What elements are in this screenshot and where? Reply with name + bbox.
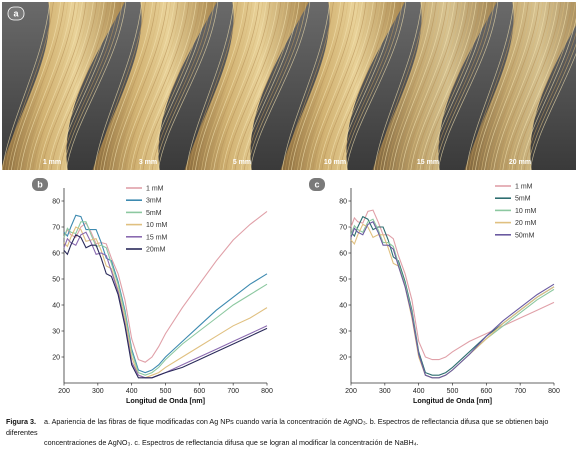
x-tick-label: 300: [379, 388, 391, 395]
y-tick-label: 40: [52, 302, 60, 309]
legend-label: 5mM: [515, 196, 531, 203]
bundle-label: 5 mm: [233, 159, 251, 166]
reflectance-chart-c: c 20 30 40 50 60 70 80 200 300 400 500 600 700 800 Long…: [309, 178, 560, 405]
figure-caption: Figura 3. a. Apariencia de las fibras de …: [6, 417, 574, 449]
bundle-label: 3 mm: [139, 159, 157, 166]
bundle-label: 10 mm: [324, 159, 346, 166]
series-line: [63, 226, 268, 379]
legend-label: 10 mM: [146, 222, 168, 229]
y-tick-label: 80: [339, 198, 347, 205]
y-tick-label: 40: [339, 302, 347, 309]
y-tick-label: 70: [52, 224, 60, 231]
fiber-bundle: [184, 2, 311, 170]
panel-a-badge: a: [7, 6, 25, 21]
fiber-bundle: [464, 2, 576, 170]
bundle-labels: 1 mm 3 mm 5 mm 10 mm 15 mm 20 mm: [43, 159, 531, 166]
x-tick-label: 800: [548, 388, 560, 395]
x-tick-label: 400: [413, 388, 425, 395]
series-line: [63, 221, 268, 376]
series-line: [63, 234, 268, 379]
y-tick-label: 80: [52, 198, 60, 205]
caption-line-2: concentraciones de AgNO₃. c. Espectros d…: [44, 438, 419, 447]
y-tick-label: 20: [52, 354, 60, 361]
series-line: [63, 214, 268, 374]
x-tick-label: 200: [345, 388, 357, 395]
x-tick-label: 200: [58, 388, 70, 395]
y-tick-label: 60: [339, 250, 347, 257]
fiber-bundle: [2, 2, 127, 170]
panel-badge: c: [309, 178, 325, 191]
legend: 1 mM 5mM 10 mM 20 mM 50mM: [495, 184, 537, 239]
series-line: [63, 210, 268, 363]
legend-label: 20mM: [146, 247, 166, 254]
x-axis-title: Longitud de Onda [nm]: [413, 396, 492, 405]
legend-label: 5mM: [146, 210, 162, 217]
bundle-label: 1 mm: [43, 159, 61, 166]
fiber-bundle: [280, 2, 407, 170]
legend-label: 1 mM: [146, 186, 164, 193]
legend-label: 10 mM: [515, 208, 537, 215]
panel-badge: b: [32, 178, 48, 191]
legend-label: 50mM: [515, 232, 535, 239]
x-tick-label: 300: [92, 388, 104, 395]
reflectance-chart-b: b 20 30 40 50 60 70 80 200 300 400 500 600 700 800 Long…: [32, 178, 273, 405]
legend-label: 3mM: [146, 198, 162, 205]
y-tick-label: 50: [52, 276, 60, 283]
series-line: [350, 209, 555, 361]
x-tick-label: 500: [447, 388, 459, 395]
legend-label: 15 mM: [146, 234, 168, 241]
series-line: [350, 223, 555, 379]
x-tick-label: 700: [514, 388, 526, 395]
y-tick-label: 30: [52, 328, 60, 335]
x-tick-label: 600: [480, 388, 492, 395]
figure-label: Figura 3.: [6, 417, 36, 426]
fiber-bundle: [372, 2, 499, 170]
x-axis-title: Longitud de Onda [nm]: [126, 396, 205, 405]
series-line: [350, 218, 555, 379]
legend-label: 1 mM: [515, 184, 533, 191]
series-line: [63, 231, 268, 379]
y-tick-label: 20: [339, 354, 347, 361]
bundle-label: 20 mm: [509, 159, 531, 166]
caption-line-1: a. Apariencia de las fibras de fique mod…: [6, 417, 549, 437]
x-tick-label: 400: [126, 388, 138, 395]
y-tick-label: 60: [52, 250, 60, 257]
panel-badge-label: c: [314, 180, 319, 190]
legend-label: 20 mM: [515, 220, 537, 227]
x-tick-label: 700: [227, 388, 239, 395]
x-tick-label: 800: [261, 388, 273, 395]
x-tick-label: 600: [193, 388, 205, 395]
fiber-photo: a 1 mm 3 mm 5 mm 10 mm 15 mm 20 mm: [2, 2, 576, 170]
series-line: [350, 221, 555, 379]
y-tick-label: 70: [339, 224, 347, 231]
bundle-label: 15 mm: [417, 159, 439, 166]
fiber-bundles: [2, 2, 576, 170]
x-tick-label: 500: [160, 388, 172, 395]
panel-badge-label: b: [37, 180, 43, 190]
y-tick-label: 30: [339, 328, 347, 335]
legend: 1 mM 3mM 5mM 10 mM 15 mM 20mM: [126, 186, 168, 254]
fiber-bundle: [92, 2, 219, 170]
y-tick-label: 50: [339, 276, 347, 283]
panel-a-badge-label: a: [13, 9, 19, 19]
